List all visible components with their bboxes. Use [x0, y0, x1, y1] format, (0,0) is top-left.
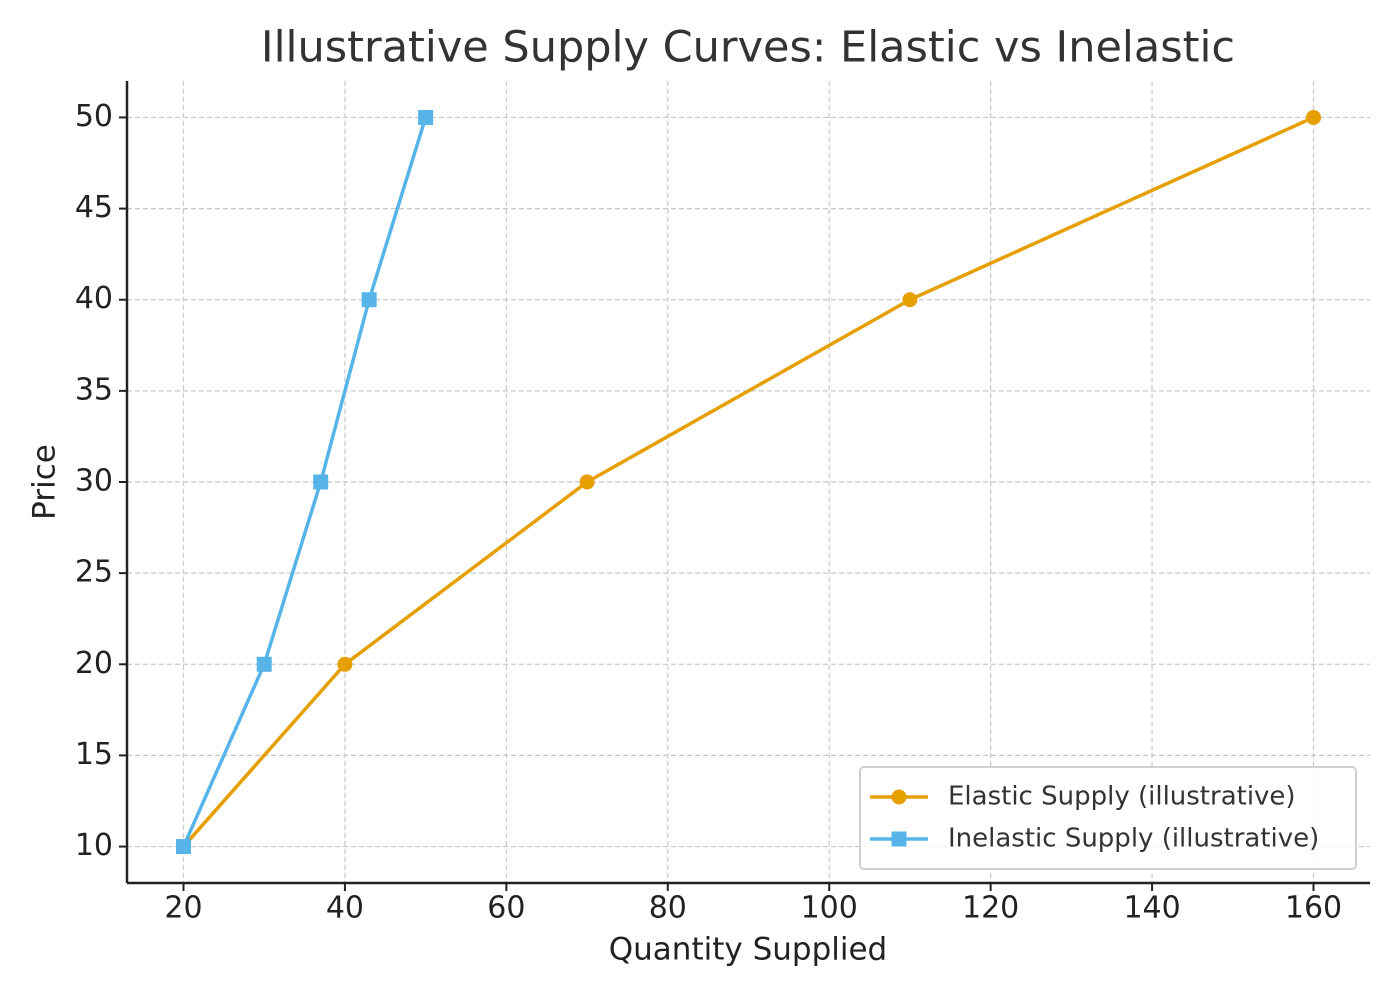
marker — [902, 292, 918, 308]
x-tick-label: 80 — [649, 891, 687, 926]
y-tick-label: 30 — [75, 464, 113, 499]
legend-label: Elastic Supply (illustrative) — [948, 782, 1296, 812]
legend: Elastic Supply (illustrative) Inelastic S… — [859, 766, 1357, 870]
chart-title: Illustrative Supply Curves: Elastic vs I… — [261, 23, 1235, 73]
x-axis-label: Quantity Supplied — [609, 932, 887, 968]
y-tick-label: 50 — [75, 99, 113, 134]
x-tick-label: 120 — [962, 891, 1019, 926]
x-tick-label: 160 — [1285, 891, 1342, 926]
marker — [337, 656, 353, 672]
marker — [418, 109, 434, 125]
y-axis-label: Price — [27, 444, 63, 520]
x-tick-label: 140 — [1123, 891, 1180, 926]
marker — [1306, 109, 1321, 125]
y-tick-label: 15 — [75, 737, 113, 772]
y-tick-label: 25 — [75, 555, 113, 590]
x-tick-label: 20 — [164, 891, 202, 926]
legend-label: Inelastic Supply (illustrative) — [948, 824, 1319, 854]
y-tick-label: 10 — [75, 828, 113, 863]
marker — [579, 474, 595, 490]
y-tick-label: 40 — [75, 281, 113, 316]
marker — [256, 656, 272, 672]
x-tick-label: 100 — [801, 891, 858, 926]
y-tick-label: 20 — [75, 646, 113, 681]
marker — [176, 839, 191, 855]
x-tick-label: 40 — [326, 891, 364, 926]
legend-box — [859, 766, 1357, 870]
y-tick-label: 45 — [75, 190, 113, 225]
x-tick-label: 60 — [487, 891, 525, 926]
marker — [891, 789, 907, 805]
marker — [891, 831, 907, 847]
y-tick-label: 35 — [75, 372, 113, 407]
marker — [361, 292, 377, 308]
marker — [313, 474, 329, 490]
